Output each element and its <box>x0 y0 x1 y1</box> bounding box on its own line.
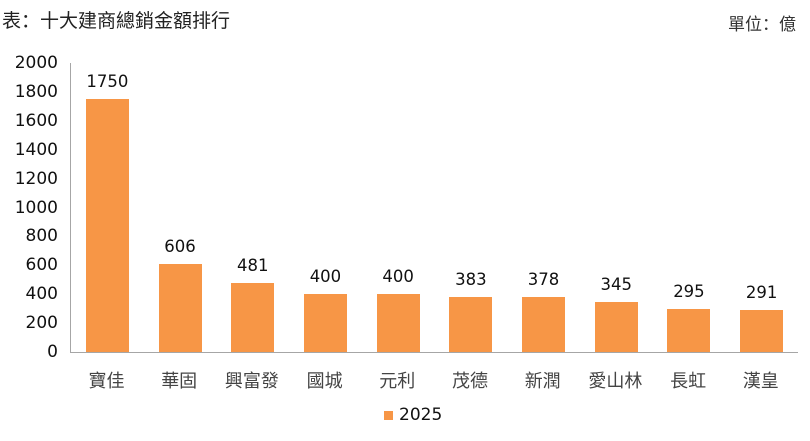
y-tick-label: 1000 <box>14 197 58 218</box>
bar <box>522 297 566 352</box>
unit-label: 單位：億 <box>728 15 796 35</box>
bar-value-label: 1750 <box>86 72 129 92</box>
y-tick-label: 200 <box>25 313 58 334</box>
y-tick-label: 400 <box>25 284 58 305</box>
bar-value-label: 295 <box>673 282 705 302</box>
y-tick-label: 2000 <box>14 53 58 73</box>
x-tick-label: 茂德 <box>452 371 488 392</box>
y-tick-label: 600 <box>25 255 58 276</box>
y-axis-labels: 0 200 400 600 800 1000 1200 1400 1600 1800 2000 <box>0 0 58 441</box>
legend-label: 2025 <box>399 405 443 425</box>
bar-value-label: 400 <box>309 267 342 287</box>
bar <box>303 294 347 352</box>
legend: 2025 <box>384 405 442 425</box>
x-tick-label: 長虹 <box>670 371 707 392</box>
bar-value-label: 383 <box>455 269 487 289</box>
bar <box>376 294 420 352</box>
y-tick-label: 1400 <box>14 139 58 160</box>
bar <box>667 309 711 352</box>
x-tick-label: 新潤 <box>524 371 561 392</box>
plot-area: 1750 606 481 400 400 383 378 345 295 291 <box>70 63 798 353</box>
x-tick-label: 華固 <box>161 371 198 392</box>
bar <box>231 282 275 352</box>
bar-value-label: 606 <box>164 237 196 257</box>
bar <box>740 309 784 352</box>
y-tick-label: 1800 <box>14 81 58 102</box>
chart-title: 表：十大建商總銷金額排行 <box>2 10 231 32</box>
y-tick-label: 1200 <box>14 168 58 189</box>
x-tick-label: 國城 <box>306 371 343 392</box>
bar <box>158 264 202 352</box>
y-tick-label: 1600 <box>14 110 58 131</box>
x-tick-label: 愛山林 <box>588 371 643 392</box>
x-tick-label: 漢皇 <box>742 371 779 392</box>
legend-swatch-icon <box>384 410 393 420</box>
y-tick-label: 800 <box>25 226 58 247</box>
y-tick-label: 0 <box>47 342 58 362</box>
bar <box>85 99 129 352</box>
bar <box>449 296 493 352</box>
bar-value-label: 291 <box>745 282 778 302</box>
x-tick-label: 元利 <box>379 371 416 392</box>
bar-value-label: 378 <box>527 270 560 290</box>
bar-value-label: 481 <box>237 255 269 275</box>
bar-value-label: 400 <box>382 267 414 287</box>
x-tick-label: 寶佳 <box>88 371 125 392</box>
x-tick-label: 興富發 <box>224 371 279 392</box>
bar-value-label: 345 <box>600 275 633 295</box>
bar <box>594 302 638 352</box>
